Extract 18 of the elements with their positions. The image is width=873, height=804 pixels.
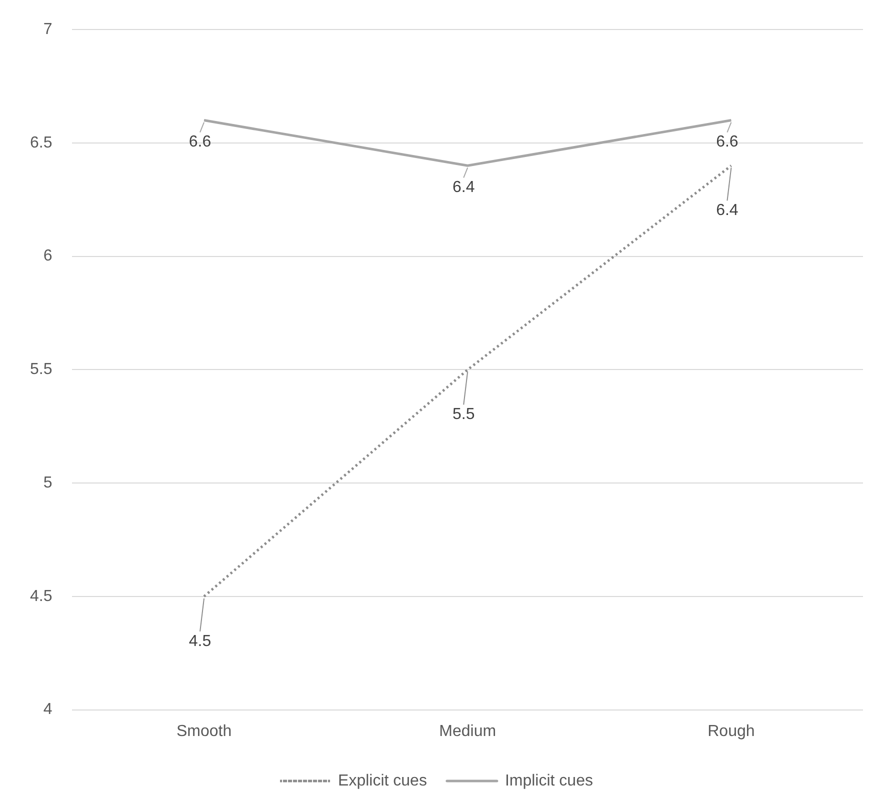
legend-label: Implicit cues — [504, 772, 593, 790]
y-tick-label: 5 — [43, 474, 52, 492]
y-tick-label: 5.5 — [30, 361, 52, 378]
y-tick-label: 4 — [43, 701, 52, 718]
y-tick-label: 4.5 — [30, 588, 52, 605]
x-tick-label: Rough — [708, 722, 755, 740]
y-tick-label: 7 — [43, 21, 52, 38]
y-tick-label: 6 — [43, 248, 52, 265]
data-label: 5.5 — [452, 406, 475, 424]
legend-label: Explicit cues — [338, 772, 427, 790]
x-tick-label: Medium — [439, 722, 496, 740]
x-tick-label: Smooth — [176, 722, 232, 740]
data-label: 6.4 — [716, 202, 738, 220]
data-label: 4.5 — [188, 632, 212, 650]
data-label: 6.6 — [188, 134, 212, 151]
y-tick-label: 6.5 — [30, 134, 52, 152]
data-label: 6.4 — [452, 179, 475, 196]
data-label: 6.6 — [716, 134, 738, 151]
